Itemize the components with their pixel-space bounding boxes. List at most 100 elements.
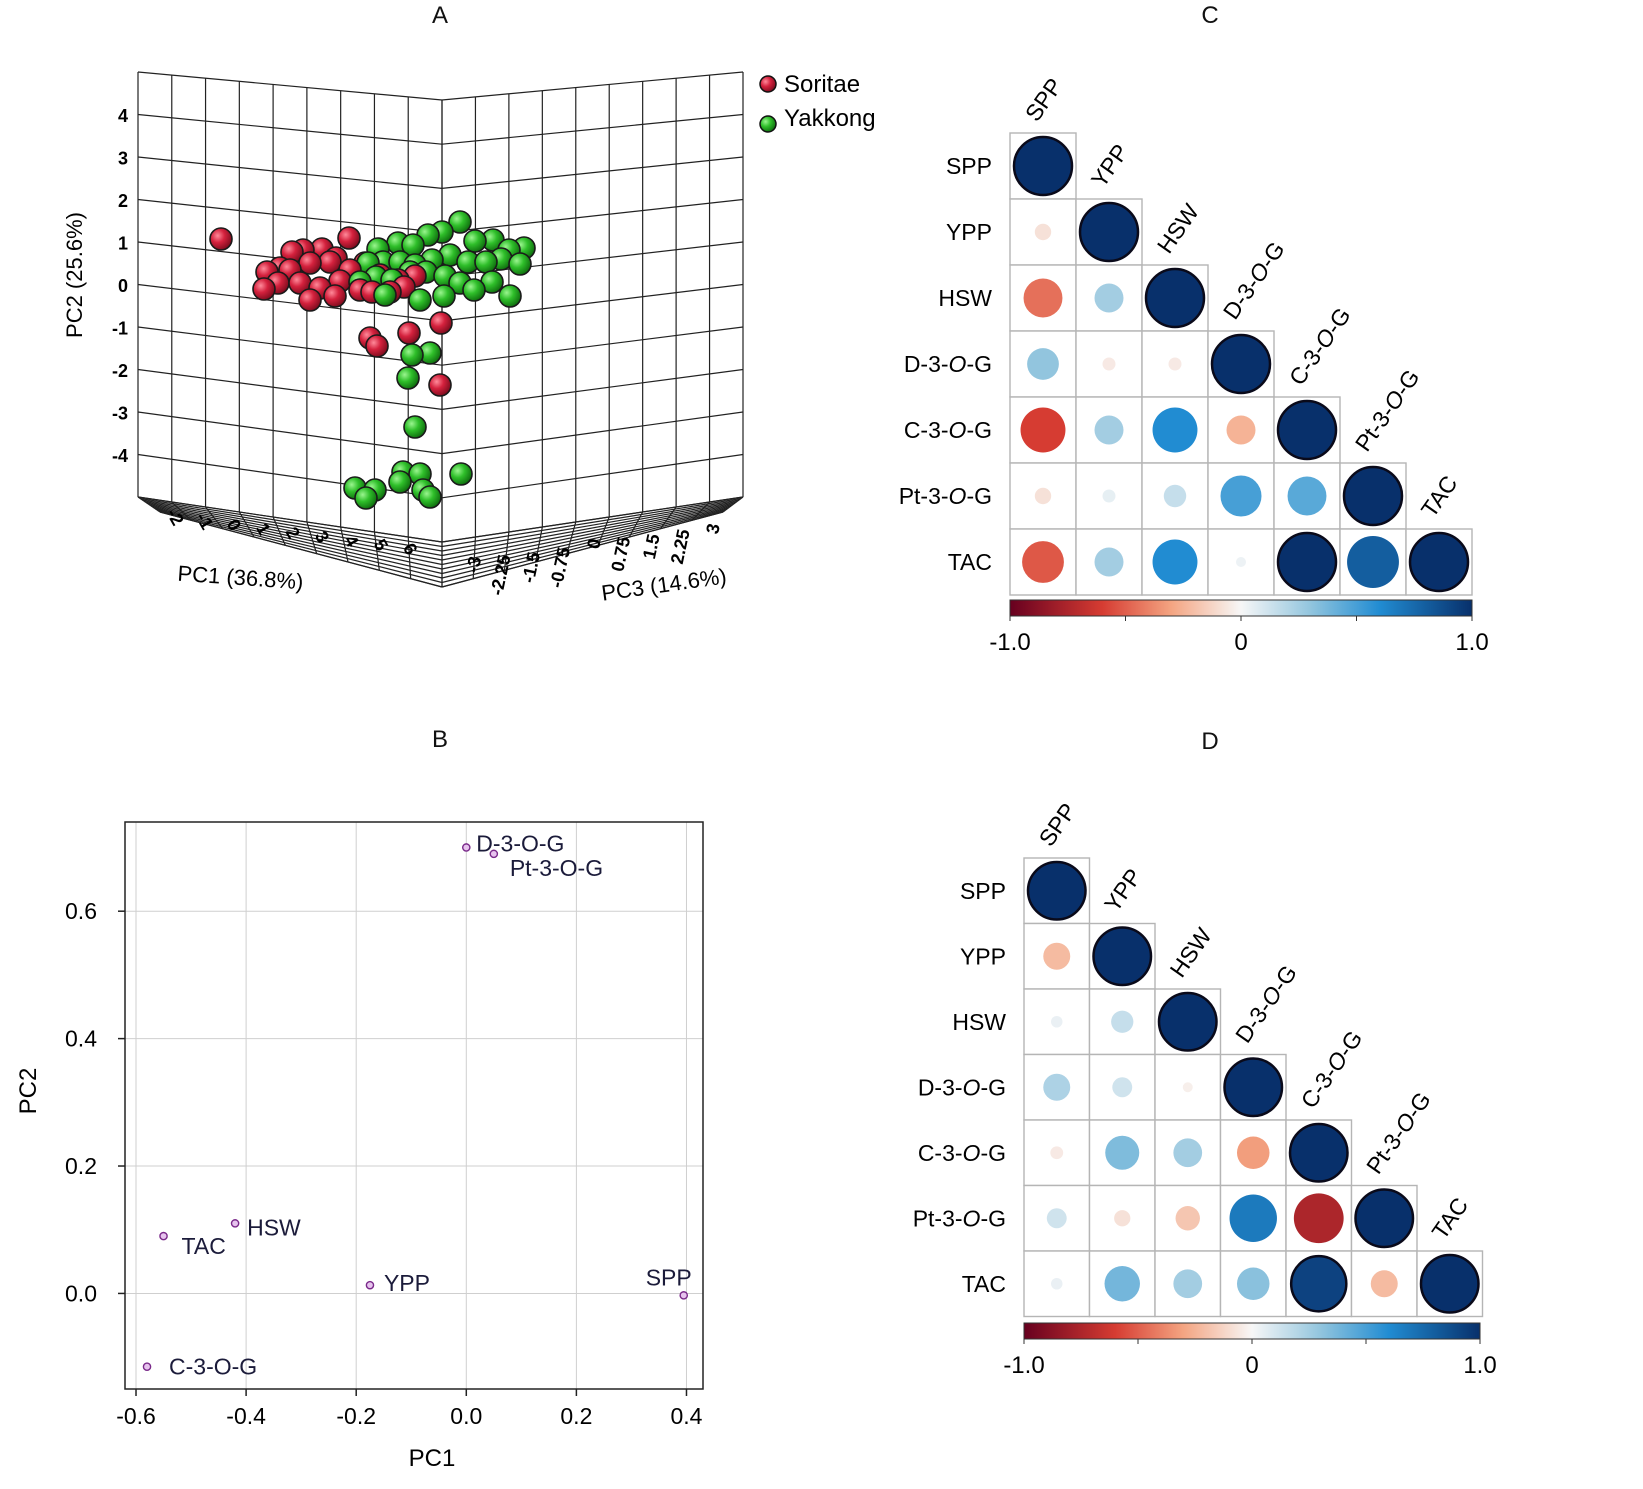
soritae-point <box>323 284 347 308</box>
soritae-point <box>252 277 276 301</box>
loadings-y-tick-label: 0.2 <box>65 1153 97 1179</box>
yakkong-point <box>418 485 442 509</box>
loadings-x-tick-label: 0.2 <box>560 1403 592 1429</box>
yakkong-point <box>474 250 498 274</box>
soritae-point <box>209 227 233 251</box>
floor-gridline <box>722 496 744 513</box>
heatmap-column-label: TAC <box>1427 1193 1474 1244</box>
pca-3d-y-tick-label: -3 <box>112 404 128 424</box>
heatmap-correlation-circle <box>1020 407 1066 453</box>
left-wall-gridline <box>137 326 443 366</box>
heatmap-correlation-circle <box>1144 267 1206 329</box>
heatmap-row-label: D-3-O-G <box>918 1074 1006 1100</box>
heatmap-correlation-circle <box>1094 415 1124 445</box>
floor-gridline <box>146 502 443 561</box>
legend-marker-soritae <box>759 75 777 93</box>
loadings-x-axis-label: PC1 <box>409 1445 456 1472</box>
loadings-plot-frame <box>124 821 704 1390</box>
pca-3d-y-tick-label: 0 <box>118 276 128 296</box>
soritae-point <box>298 251 322 275</box>
yakkong-point <box>508 252 532 276</box>
heatmap-column-label: C-3-O-G <box>1296 1026 1368 1113</box>
heatmap-row-label: C-3-O-G <box>904 417 992 443</box>
heatmap-correlation-circle <box>1370 1270 1398 1298</box>
heatmap-column-label: D-3-O-G <box>1230 960 1302 1047</box>
heatmap-correlation-circle <box>1288 1122 1349 1183</box>
heatmap-column-label: Pt-3-O-G <box>1350 365 1425 456</box>
heatmap-correlation-circle <box>1163 484 1187 508</box>
heatmap-row-label: YPP <box>946 219 992 245</box>
right-wall-gridline <box>441 283 744 322</box>
loadings-point <box>365 1280 375 1290</box>
heatmap-correlation-circle <box>1182 1082 1193 1093</box>
heatmap-d-labels: SPPSPPYPPYPPHSWHSWD-3-O-GD-3-O-GC-3-O-GC… <box>913 798 1474 1297</box>
heatmap-column-label: HSW <box>1165 923 1217 982</box>
pca-3d-y-tick-label: 4 <box>118 106 128 126</box>
heatmap-cell <box>1009 528 1077 596</box>
floor-gridline <box>441 500 738 557</box>
floor-gridline <box>472 536 477 579</box>
heatmap-correlation-circle <box>1408 531 1470 593</box>
loadings-point-label: YPP <box>384 1270 430 1296</box>
heatmap-correlation-circle <box>1293 1193 1344 1244</box>
floor-gridline <box>340 526 349 563</box>
heatmap-correlation-circle <box>1236 1136 1270 1170</box>
yakkong-point <box>400 343 424 367</box>
colorbar-label: 0 <box>1234 629 1247 656</box>
right-wall-gridline <box>441 113 744 145</box>
soritae-point <box>429 311 453 335</box>
floor-gridline <box>441 508 728 579</box>
heatmap-correlation-circle <box>1347 536 1399 588</box>
floor-gridline <box>171 501 192 521</box>
floor-gridline <box>441 502 736 561</box>
heatmap-column-label: HSW <box>1152 199 1204 258</box>
heatmap-row-label: SPP <box>946 153 992 179</box>
loadings-grid <box>125 822 703 1389</box>
floor-gridline <box>151 505 443 570</box>
floor-gridline <box>140 497 443 548</box>
heatmap-correlation-circle <box>1094 283 1124 313</box>
loadings-y-tick-label: 0.4 <box>65 1026 97 1052</box>
loadings-points: D-3-O-GPt-3-O-G HSW TAC YPP SPP C-3-O-G <box>142 830 692 1380</box>
floor-gridline <box>660 506 677 530</box>
heatmap-row-label: SPP <box>960 878 1006 904</box>
floor-gridline <box>407 536 412 579</box>
yakkong-point <box>432 284 456 308</box>
floor-gridline <box>441 509 726 584</box>
heatmap-row-label: Pt-3-O-G <box>913 1205 1006 1231</box>
right-wall-gridline <box>441 71 744 101</box>
soritae-point <box>397 321 421 345</box>
heatmap-correlation-circle <box>1043 1073 1071 1101</box>
pca-3d-x-axis-label: PC1 (36.8%) <box>177 561 304 595</box>
legend-label-soritae: Soritae <box>784 71 860 98</box>
heatmap-correlation-circle <box>1354 1188 1415 1249</box>
floor-gridline <box>441 499 740 552</box>
heatmap-c-colorbar: -1.0 0 1.0 <box>989 599 1489 656</box>
heatmap-c-cells <box>1009 132 1473 596</box>
loadings-x-tick-label: 0.4 <box>670 1403 702 1429</box>
left-wall-gridline <box>137 71 443 101</box>
loadings-x-tick-label: 0.0 <box>450 1403 482 1429</box>
soritae-point <box>298 288 322 312</box>
yakkong-point <box>408 288 432 312</box>
correlation-heatmap-d: SPPSPPYPPYPPHSWHSWD-3-O-GD-3-O-GC-3-O-GC… <box>913 798 1497 1379</box>
heatmap-correlation-circle <box>1210 333 1272 395</box>
heatmap-row-label: HSW <box>952 1009 1006 1035</box>
yakkong-point <box>388 470 412 494</box>
heatmap-correlation-circle <box>1078 201 1140 263</box>
heatmap-column-label: C-3-O-G <box>1284 303 1356 390</box>
left-wall-gridline <box>137 198 443 234</box>
heatmap-correlation-circle <box>1235 556 1247 568</box>
panel-title-c: C <box>1201 2 1219 29</box>
pca-3d-z-tick-label: 0.75 <box>607 535 634 573</box>
heatmap-correlation-circle <box>1226 415 1256 445</box>
panel-title-b: B <box>431 726 448 753</box>
pca-3d-y-tick-label: 1 <box>118 234 128 254</box>
heatmap-row-label: HSW <box>938 285 992 311</box>
heatmap-correlation-circle <box>1027 348 1059 380</box>
heatmap-correlation-circle <box>1043 942 1071 970</box>
left-wall-gridline <box>137 113 443 145</box>
heatmap-correlation-circle <box>1419 1253 1480 1314</box>
heatmap-column-label: SPP <box>1020 73 1068 126</box>
floor-gridline <box>142 499 443 552</box>
